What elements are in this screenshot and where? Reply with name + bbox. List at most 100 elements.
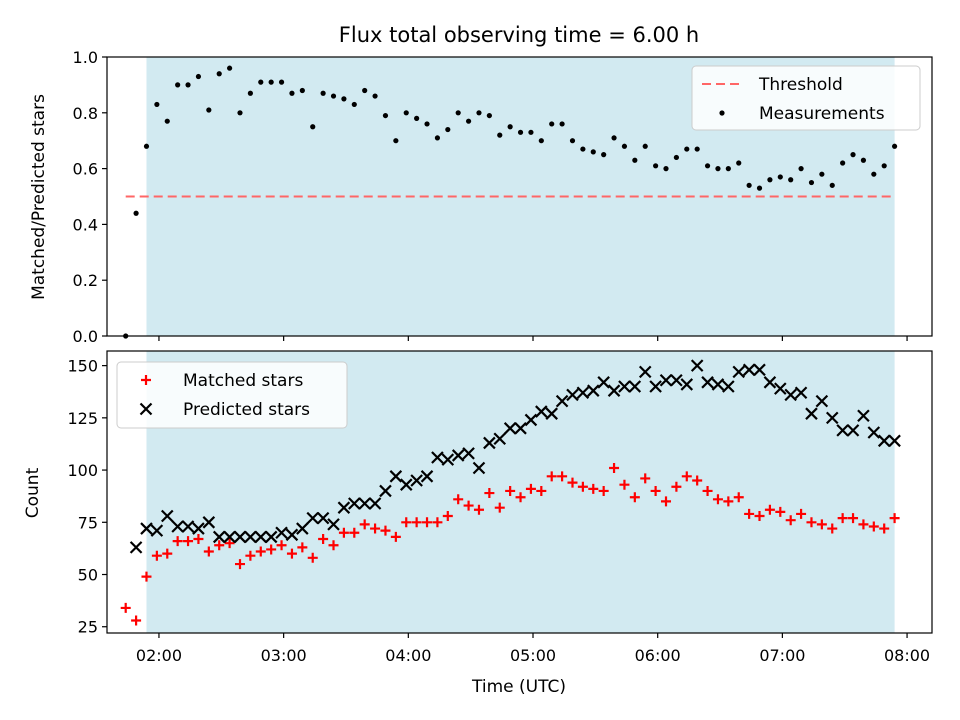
measurement-point <box>621 143 628 149</box>
measurement-point <box>372 93 378 99</box>
matched-star-point <box>255 546 266 557</box>
predicted-star-point <box>192 522 205 535</box>
y-tick-label: 100 <box>67 461 98 480</box>
matched-star-point <box>868 521 879 532</box>
measurement-point <box>725 166 731 172</box>
matched-star-point <box>214 540 225 551</box>
matched-star-point <box>183 536 194 547</box>
legend-matched-swatch <box>141 375 151 385</box>
matched-star-point <box>442 511 453 522</box>
matched-star-point <box>837 513 848 524</box>
measurement-point <box>486 112 492 119</box>
matched-star-point <box>858 519 869 530</box>
measurement-point <box>891 143 898 149</box>
x-tick-label: 06:00 <box>635 646 681 665</box>
matched-star-point <box>650 485 661 496</box>
predicted-star-point <box>805 407 818 420</box>
measurement-point <box>268 79 274 85</box>
ratio-y-axis-label: Matched/Predicted stars <box>29 94 49 300</box>
ratio-axes <box>106 56 933 337</box>
matched-star-point <box>224 538 235 549</box>
measurement-point <box>143 143 150 149</box>
matched-star-point <box>193 534 204 544</box>
measurement-point <box>299 87 305 94</box>
predicted-star-point <box>701 376 714 389</box>
predicted-star-point <box>659 373 673 387</box>
measurement-point <box>808 179 815 186</box>
predicted-star-point <box>171 520 184 533</box>
matched-star-point <box>671 481 682 492</box>
matched-star-point <box>390 531 401 542</box>
matched-star-point <box>848 513 859 524</box>
matched-star-point <box>827 523 838 534</box>
matched-star-point <box>307 552 318 563</box>
measurement-point <box>445 126 451 133</box>
matched-star-point <box>422 517 433 528</box>
matched-star-point <box>546 471 557 482</box>
matched-star-point <box>380 525 391 536</box>
predicted-star-point <box>514 422 527 435</box>
matched-star-point <box>879 523 890 534</box>
predicted-star-point <box>348 497 361 510</box>
y-tick-label: 150 <box>67 357 98 376</box>
matched-star-point <box>172 536 183 547</box>
measurement-point <box>227 65 233 71</box>
matched-star-point <box>536 485 547 496</box>
measurement-point <box>611 135 617 141</box>
measurement-point <box>362 87 368 94</box>
measurement-point <box>694 146 700 152</box>
measurement-point <box>185 82 191 88</box>
matched-star-point <box>245 550 256 561</box>
predicted-star-point <box>150 524 164 537</box>
matched-star-point <box>494 502 505 513</box>
predicted-star-point <box>451 449 465 462</box>
chart-title: Flux total observing time = 6.00 h <box>339 23 699 47</box>
predicted-star-point <box>275 526 288 540</box>
count-axes <box>106 350 933 634</box>
measurement-point <box>549 121 555 127</box>
predicted-star-point <box>566 388 579 402</box>
measurement-point <box>871 171 877 177</box>
predicted-star-point <box>420 470 434 483</box>
predicted-star-point <box>670 373 683 387</box>
matched-star-point <box>473 504 484 515</box>
measurement-point <box>310 124 316 130</box>
predicted-star-point <box>223 530 236 544</box>
matched-star-point <box>744 508 755 519</box>
matched-star-point <box>733 492 744 503</box>
matched-star-point <box>141 571 152 582</box>
measurement-point <box>590 149 596 155</box>
matched-star-point <box>266 544 277 555</box>
predicted-star-point <box>368 497 382 510</box>
legend-predicted-swatch <box>139 402 153 416</box>
axes-frame <box>106 350 933 634</box>
measurement-point <box>465 118 472 124</box>
measurement-point <box>289 90 295 96</box>
predicted-star-point <box>337 501 351 514</box>
matched-star-point <box>754 511 765 522</box>
matched-star-point <box>567 477 578 488</box>
measurement-point <box>434 135 441 141</box>
matched-star-point <box>276 540 287 551</box>
predicted-star-point <box>753 363 766 377</box>
ratio-y-ticks: 0.0 0.2 0.4 0.6 0.8 1.0 <box>73 48 107 346</box>
matched-star-point <box>723 496 734 507</box>
matched-star-point <box>505 485 516 496</box>
predicted-star-point <box>555 394 569 408</box>
matched-star-point <box>297 542 308 553</box>
measurement-point <box>580 146 586 152</box>
measurement-point <box>175 82 181 88</box>
predicted-star-point <box>244 530 257 544</box>
matched-star-point <box>525 483 536 494</box>
predicted-star-point <box>877 434 891 448</box>
measurement-point <box>559 121 565 127</box>
matched-star-point <box>484 488 495 499</box>
count-x-axis-label: Time (UTC) <box>471 677 566 697</box>
measurement-point <box>154 101 160 108</box>
measurement-point <box>736 160 742 166</box>
measurement-point <box>860 157 867 163</box>
measurement-point <box>829 182 835 188</box>
measurement-point <box>788 177 794 183</box>
predicted-star-point <box>306 511 320 525</box>
measurement-point <box>424 121 430 127</box>
